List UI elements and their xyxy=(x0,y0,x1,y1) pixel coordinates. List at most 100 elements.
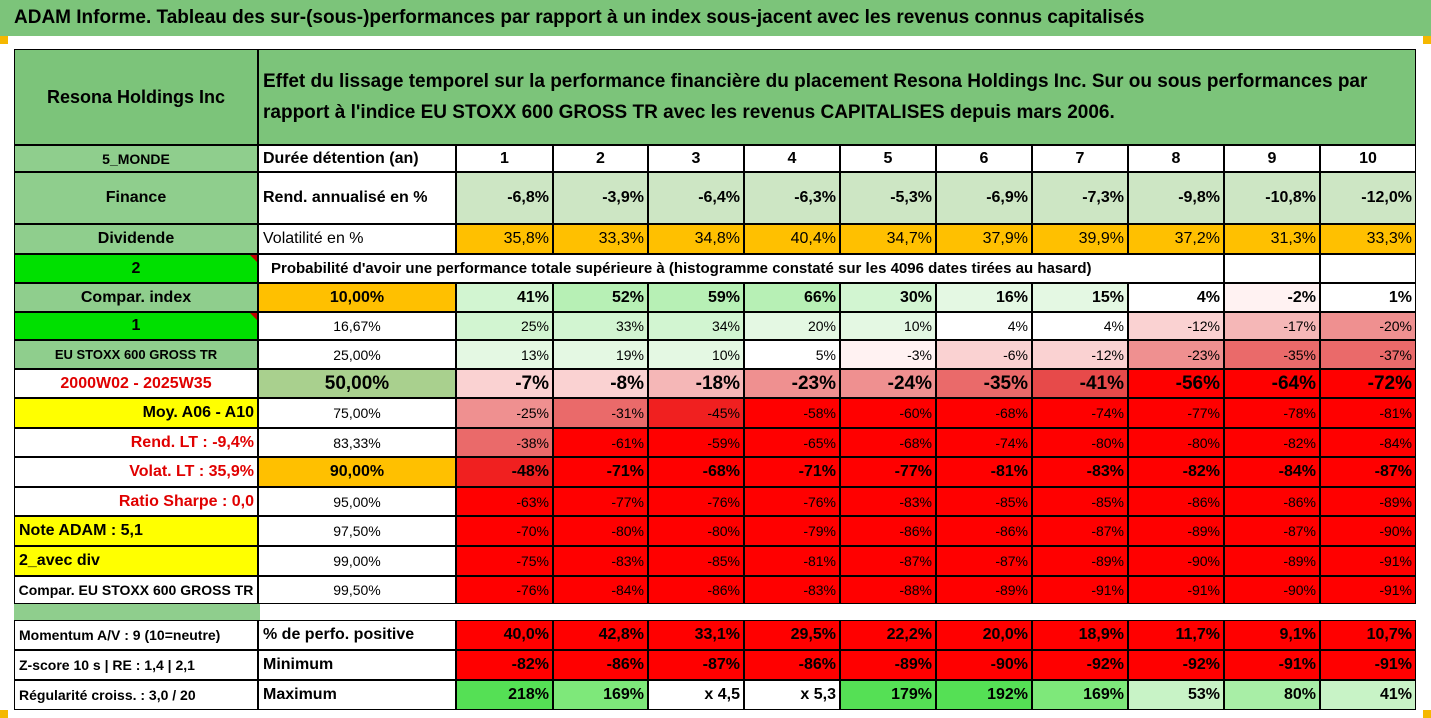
quantile-cell: 52% xyxy=(553,283,648,312)
dividend-label: Dividende xyxy=(14,224,258,254)
annual-return-cell: -12,0% xyxy=(1320,172,1416,224)
quantile-cell: -84% xyxy=(1224,457,1320,487)
annual-return-cell: -6,9% xyxy=(936,172,1032,224)
positive-cell: 29,5% xyxy=(744,620,840,650)
year-header: 10 xyxy=(1320,145,1416,172)
quantile-cell: -58% xyxy=(744,398,840,428)
quantile-cell: -3% xyxy=(840,340,936,369)
quantile-cell: -38% xyxy=(456,428,553,457)
maximum-cell: 169% xyxy=(1032,680,1128,710)
quantile-cell: -35% xyxy=(936,369,1032,398)
minimum-label: Minimum xyxy=(258,650,456,680)
minimum-cell: -86% xyxy=(744,650,840,680)
quantile-cell: 4% xyxy=(936,312,1032,340)
maximum-cell: 218% xyxy=(456,680,553,710)
quantile-cell: -86% xyxy=(936,516,1032,546)
percentile-cell: 97,50% xyxy=(258,516,456,546)
corner-marker xyxy=(1423,710,1431,718)
percentile-cell: 75,00% xyxy=(258,398,456,428)
quantile-cell: -81% xyxy=(936,457,1032,487)
quantile-cell: 66% xyxy=(744,283,840,312)
quantile-cell: -84% xyxy=(553,576,648,604)
dividend-mode-label: 2_avec div xyxy=(14,546,258,576)
quantile-cell: -80% xyxy=(553,516,648,546)
maximum-cell: 41% xyxy=(1320,680,1416,710)
quantile-cell: -79% xyxy=(744,516,840,546)
selector-one: 1 xyxy=(14,312,258,340)
quantile-cell: -91% xyxy=(1320,576,1416,604)
index-name-label: EU STOXX 600 GROSS TR xyxy=(14,340,258,369)
quantile-cell: -68% xyxy=(648,457,744,487)
quantile-cell: 4% xyxy=(1128,283,1224,312)
quantile-cell: -90% xyxy=(1128,546,1224,576)
regularity-label: Régularité croiss. : 3,0 / 20 xyxy=(14,680,258,710)
percentile-cell: 10,00% xyxy=(258,283,456,312)
quantile-cell: 19% xyxy=(553,340,648,369)
quantile-cell: -78% xyxy=(1224,398,1320,428)
quantile-cell: -56% xyxy=(1128,369,1224,398)
region-label: 5_MONDE xyxy=(14,145,258,172)
compare-index-label: Compar. index xyxy=(14,283,258,312)
probability-caption: Probabilité d'avoir une performance tota… xyxy=(258,254,1224,283)
average-label: Moy. A06 - A10 xyxy=(14,398,258,428)
quantile-cell: -87% xyxy=(1032,516,1128,546)
quantile-cell: -59% xyxy=(648,428,744,457)
quantile-cell: 1% xyxy=(1320,283,1416,312)
year-header: 9 xyxy=(1224,145,1320,172)
year-header: 8 xyxy=(1128,145,1224,172)
quantile-cell: -77% xyxy=(1128,398,1224,428)
annual-return-cell: -9,8% xyxy=(1128,172,1224,224)
volatility-cell: 37,9% xyxy=(936,224,1032,254)
return-label: Rend. annualisé en % xyxy=(258,172,456,224)
year-header: 2 xyxy=(553,145,648,172)
quantile-cell: -89% xyxy=(1128,516,1224,546)
maximum-cell: 80% xyxy=(1224,680,1320,710)
minimum-cell: -87% xyxy=(648,650,744,680)
annual-return-cell: -6,4% xyxy=(648,172,744,224)
quantile-cell: -86% xyxy=(1224,487,1320,516)
quantile-cell: -65% xyxy=(744,428,840,457)
quantile-cell: -45% xyxy=(648,398,744,428)
quantile-cell: -60% xyxy=(840,398,936,428)
quantile-cell: -76% xyxy=(744,487,840,516)
quantile-cell: 30% xyxy=(840,283,936,312)
positive-perf-label: % de perfo. positive xyxy=(258,620,456,650)
maximum-cell: 192% xyxy=(936,680,1032,710)
quantile-cell: 34% xyxy=(648,312,744,340)
percentile-cell: 83,33% xyxy=(258,428,456,457)
quantile-cell: -84% xyxy=(1320,428,1416,457)
quantile-cell: -7% xyxy=(456,369,553,398)
quantile-cell: -77% xyxy=(553,487,648,516)
quantile-cell: -35% xyxy=(1224,340,1320,369)
quantile-cell: -86% xyxy=(840,516,936,546)
quantile-cell: -81% xyxy=(744,546,840,576)
quantile-cell: -87% xyxy=(1320,457,1416,487)
empty-cell xyxy=(1320,254,1416,283)
minimum-cell: -91% xyxy=(1320,650,1416,680)
quantile-cell: -71% xyxy=(744,457,840,487)
quantile-cell: -25% xyxy=(456,398,553,428)
company-name: Resona Holdings Inc xyxy=(14,49,258,145)
quantile-cell: 13% xyxy=(456,340,553,369)
percentile-cell: 95,00% xyxy=(258,487,456,516)
quantile-cell: 15% xyxy=(1032,283,1128,312)
quantile-cell: 41% xyxy=(456,283,553,312)
quantile-cell: -87% xyxy=(840,546,936,576)
momentum-label: Momentum A/V : 9 (10=neutre) xyxy=(14,620,258,650)
volatility-cell: 33,3% xyxy=(553,224,648,254)
quantile-cell: -12% xyxy=(1128,312,1224,340)
quantile-cell: -89% xyxy=(1224,546,1320,576)
corner-marker xyxy=(0,36,8,44)
annual-return-cell: -7,3% xyxy=(1032,172,1128,224)
zscore-label: Z-score 10 s | RE : 1,4 | 2,1 xyxy=(14,650,258,680)
volatility-cell: 34,7% xyxy=(840,224,936,254)
quantile-cell: -80% xyxy=(1128,428,1224,457)
quantile-cell: -12% xyxy=(1032,340,1128,369)
quantile-cell: -89% xyxy=(936,576,1032,604)
quantile-cell: -74% xyxy=(1032,398,1128,428)
annual-return-cell: -5,3% xyxy=(840,172,936,224)
quantile-cell: -80% xyxy=(648,516,744,546)
percentile-cell: 99,50% xyxy=(258,576,456,604)
corner-marker xyxy=(1423,36,1431,44)
